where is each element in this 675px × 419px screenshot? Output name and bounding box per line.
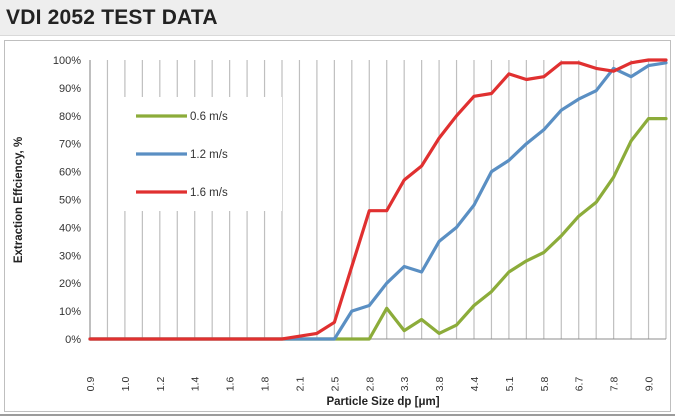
y-tick-label: 70% xyxy=(59,139,81,151)
x-tick-label: 1.8 xyxy=(260,377,272,392)
x-tick-label: 4.4 xyxy=(469,377,481,392)
y-tick-label: 30% xyxy=(59,250,81,262)
x-tick-label: 6.7 xyxy=(574,377,586,392)
series-line xyxy=(88,58,668,341)
x-tick-label: 3.3 xyxy=(399,377,411,392)
legend-label: 0.6 m/s xyxy=(190,111,228,123)
legend: 0.6 m/s 1.2 m/s 1.6 m/s xyxy=(124,97,282,211)
y-tick-label: 40% xyxy=(59,222,81,234)
x-tick-label: 9.0 xyxy=(644,377,656,392)
x-tick-label: 5.8 xyxy=(539,377,551,392)
y-tick-label: 100% xyxy=(53,55,81,67)
x-tick-label: 1.4 xyxy=(190,377,202,392)
y-tick-label: 50% xyxy=(59,195,81,207)
y-tick-label: 60% xyxy=(59,167,81,179)
x-tick-label: 0.9 xyxy=(85,377,97,392)
x-axis-title: Particle Size dp [μm] xyxy=(326,396,439,408)
x-tick-label: 2.8 xyxy=(364,377,376,392)
page-title: VDI 2052 TEST DATA xyxy=(6,6,218,29)
x-tick-label: 1.6 xyxy=(225,377,237,392)
x-tick-label: 2.1 xyxy=(294,377,306,392)
x-tick-label: 5.1 xyxy=(504,377,516,392)
title-bar: VDI 2052 TEST DATA xyxy=(0,0,675,36)
axis-labels: 0% 10% 20% 30% 40% 50% 60% 70% 80% 90% 100% 0.9 1.0 1… xyxy=(13,55,656,408)
legend-label: 1.6 m/s xyxy=(190,187,228,199)
x-tick-label: 3.8 xyxy=(434,377,446,392)
x-tick-label: 2.5 xyxy=(329,377,341,392)
x-tick-label: 1.2 xyxy=(155,377,167,392)
y-axis-title: Extraction Effciency, % xyxy=(13,137,25,263)
y-tick-label: 80% xyxy=(59,111,81,123)
x-tick-label: 1.0 xyxy=(120,377,132,392)
chart-frame xyxy=(4,40,671,412)
series-lines xyxy=(88,58,668,341)
bottom-rule xyxy=(0,414,675,416)
y-tick-label: 10% xyxy=(59,306,81,318)
y-tick-label: 0% xyxy=(65,334,81,346)
legend-label: 1.2 m/s xyxy=(190,149,228,161)
y-tick-label: 90% xyxy=(59,83,81,95)
x-tick-label: 7.8 xyxy=(609,377,621,392)
y-tick-label: 20% xyxy=(59,278,81,290)
